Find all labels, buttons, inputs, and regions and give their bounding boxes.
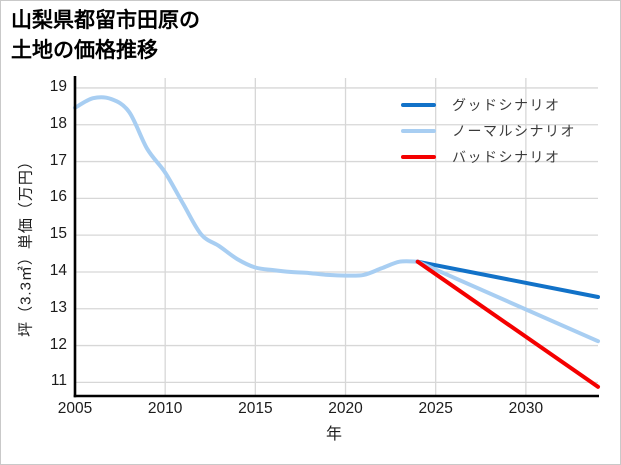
x-tick-label: 2010	[147, 400, 183, 417]
legend: グッドシナリオ ノーマルシナリオ バッドシナリオ	[401, 92, 576, 170]
x-tick-label: 2015	[238, 400, 273, 417]
y-tick-label: 16	[49, 188, 67, 206]
legend-item-good-scenario: グッドシナリオ	[401, 92, 576, 118]
x-tick-label: 2020	[328, 400, 363, 417]
history-line	[73, 95, 420, 278]
legend-line-swatch-bad-scenario	[401, 155, 436, 159]
legend-label-bad-scenario: バッドシナリオ	[452, 149, 561, 165]
y-tick-label: 15	[49, 225, 67, 243]
legend-item-bad-scenario: バッドシナリオ	[401, 144, 576, 170]
y-axis-title: 坪（3.3㎡）単価（万円）	[17, 153, 35, 337]
legend-label-normal-scenario: ノーマルシナリオ	[452, 123, 576, 139]
y-tick-label: 17	[49, 151, 67, 169]
y-tick-label: 18	[49, 114, 67, 132]
normal-scenario-line	[415, 259, 600, 344]
x-tick-label: 2030	[508, 400, 544, 417]
good-scenario-line	[415, 259, 600, 299]
legend-item-normal-scenario: ノーマルシナリオ	[401, 118, 576, 144]
y-tick-label: 12	[49, 335, 67, 353]
x-tick-label: 2025	[418, 400, 453, 417]
y-tick-label: 19	[49, 77, 67, 95]
bad-scenario-line	[415, 259, 600, 389]
y-tick-label: 13	[49, 298, 67, 316]
chart-title-line1: 山梨県都留市田原の	[11, 9, 200, 32]
chart-title: 山梨県都留市田原の 土地の価格推移	[11, 6, 200, 66]
y-tick-label: 14	[49, 261, 67, 279]
x-axis-title: 年	[325, 426, 343, 443]
x-tick-label: 2005	[57, 400, 93, 417]
legend-line-swatch-good-scenario	[401, 103, 436, 107]
legend-label-good-scenario: グッドシナリオ	[452, 97, 561, 113]
y-tick-label: 11	[50, 372, 67, 390]
chart-title-line2: 土地の価格推移	[11, 39, 158, 62]
legend-line-swatch-normal-scenario	[401, 129, 436, 133]
